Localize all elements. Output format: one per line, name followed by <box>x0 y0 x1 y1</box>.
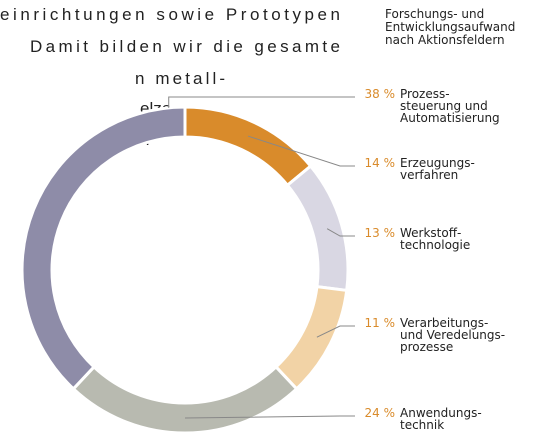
leader-line <box>184 415 355 419</box>
paragraph-line: Damit bilden wir die gesamte <box>30 37 340 56</box>
category-label: Werkstoff- technologie <box>400 226 471 252</box>
donut-segment <box>20 105 187 391</box>
value-label: 13 % <box>364 226 396 240</box>
category-label: Erzeugungs- verfahren <box>400 156 475 182</box>
value-label: 11 % <box>364 316 396 330</box>
paragraph-line: n metall- <box>135 69 225 88</box>
leader-line <box>247 135 355 167</box>
value-label: 14 % <box>364 156 396 170</box>
chart-title: Forschungs- und Entwicklungsaufwand nach… <box>385 7 516 47</box>
category-label: Prozess- steuerung und Automatisierung <box>400 87 500 125</box>
leader-line <box>326 228 355 237</box>
leader-line <box>316 325 355 338</box>
value-label: 24 % <box>364 406 396 420</box>
category-label: Verarbeitungs- und Veredelungs- prozesse <box>400 316 506 354</box>
donut-segment <box>71 364 299 435</box>
leader-line <box>168 96 355 108</box>
category-label: Anwendungs- technik <box>400 406 482 432</box>
donut-segment <box>183 105 313 188</box>
donut-segment <box>285 163 350 293</box>
paragraph-line: einrichtungen sowie Prototypen <box>0 5 340 24</box>
value-label: 38 % <box>364 87 396 101</box>
donut-segment <box>273 284 349 391</box>
